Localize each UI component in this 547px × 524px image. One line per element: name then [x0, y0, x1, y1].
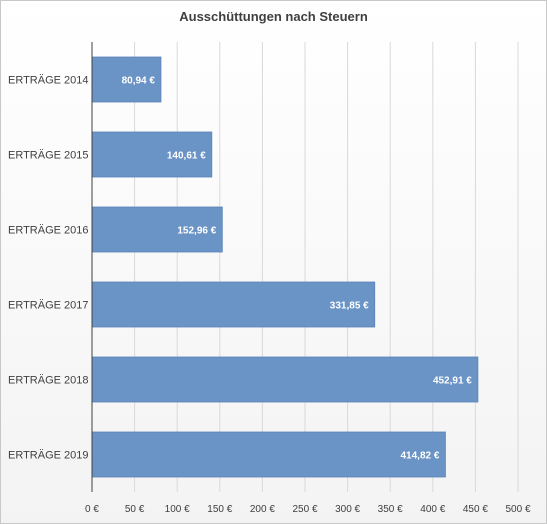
data-label: 140,61 €: [167, 151, 206, 162]
data-label: 80,94 €: [122, 76, 156, 87]
category-label: ERTRÄGE 2014: [8, 75, 89, 87]
x-tick-label: 300 €: [335, 504, 360, 515]
x-tick-label: 400 €: [420, 504, 445, 515]
data-label: 152,96 €: [177, 226, 216, 237]
bar: [91, 206, 223, 253]
category-label: ERTRÄGE 2018: [8, 375, 89, 387]
data-label: 414,82 €: [400, 451, 439, 462]
bar: [91, 281, 376, 328]
category-label: ERTRÄGE 2017: [8, 300, 89, 312]
category-label: ERTRÄGE 2016: [8, 225, 89, 237]
x-tick-label: 100 €: [165, 504, 190, 515]
bar: [91, 131, 213, 178]
category-label: ERTRÄGE 2015: [8, 150, 89, 162]
tick-labels: 0 € 50 € 100 € 150 € 200 € 250 € 300 € 350 € 400…: [85, 504, 531, 515]
x-tick-label: 200 €: [250, 504, 275, 515]
bar: [91, 56, 162, 103]
bar: [91, 356, 479, 403]
x-tick-label: 250 €: [292, 504, 317, 515]
x-tick-label: 50 €: [125, 504, 145, 515]
category-label: ERTRÄGE 2019: [8, 450, 89, 462]
category-labels: ERTRÄGE 2014 ERTRÄGE 2015 ERTRÄGE 2016 ERTR…: [8, 75, 89, 462]
bars: 80,94 € 140,61 € 152,96 € 331,85 € 452,91 € 4…: [91, 56, 479, 478]
x-tick-label: 150 €: [207, 504, 232, 515]
x-tick-label: 0 €: [85, 504, 99, 515]
x-tick-label: 450 €: [463, 504, 488, 515]
data-label: 452,91 €: [433, 376, 472, 387]
data-label: 331,85 €: [330, 301, 369, 312]
x-tick-label: 350 €: [378, 504, 403, 515]
grid-lines: [134, 42, 519, 492]
x-tick-label: 500 €: [505, 504, 530, 515]
bar: [91, 431, 446, 478]
chart-title: Ausschüttungen nach Steuern: [179, 9, 368, 24]
